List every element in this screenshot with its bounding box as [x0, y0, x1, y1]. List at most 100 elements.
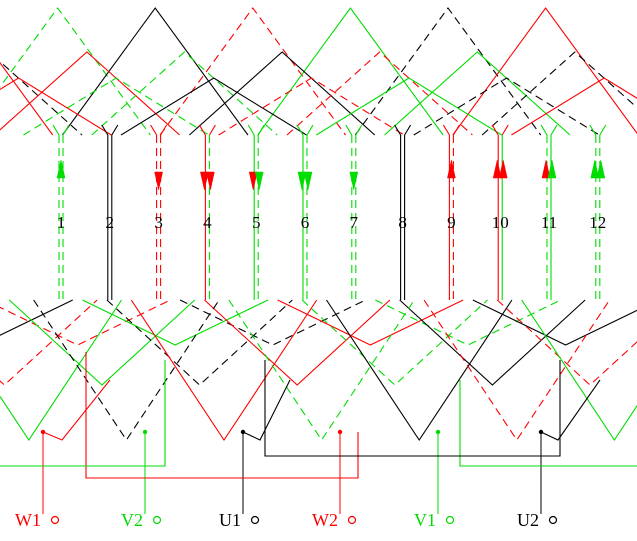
coil-side-bend: [452, 124, 460, 136]
coil-sides: [52, 124, 607, 300]
slot-label: 4: [203, 213, 212, 232]
end-turn-top: [120, 77, 307, 136]
coil-side-bend: [589, 124, 597, 136]
terminal-label: V2: [121, 510, 143, 530]
coil-side-bend: [491, 124, 499, 136]
current-arrow: [248, 171, 258, 191]
slot-label: 12: [589, 213, 606, 232]
current-arrows: [56, 159, 606, 191]
current-arrow: [590, 159, 600, 179]
end-turn-top: [384, 51, 571, 136]
end-turn-top: [218, 77, 405, 136]
coil-side-bend: [306, 124, 314, 136]
end-turn-top: [0, 7, 151, 136]
end-turn-top: [188, 51, 376, 136]
terminal-label: U2: [517, 510, 539, 530]
end-turn-top: [0, 51, 180, 136]
terminal-node: [347, 515, 357, 525]
coil-side-bend: [501, 124, 509, 136]
end-turn-bottom: [33, 299, 220, 441]
coil-side-bend: [111, 124, 119, 136]
end-turn-top: [62, 7, 249, 136]
end-turn-bottom: [423, 299, 610, 441]
end-turn-top: [481, 51, 637, 136]
lead-junction: [337, 429, 343, 435]
coil-side-bend: [257, 124, 265, 136]
slot-label: 11: [541, 213, 557, 232]
current-arrow: [492, 159, 502, 179]
slot-label: 5: [252, 213, 261, 232]
end-turn-top: [257, 7, 444, 136]
coil-side-bend: [404, 124, 412, 136]
end-turn-top: [413, 77, 600, 136]
lead-wire: [0, 360, 166, 467]
end-turn-bottom: [399, 299, 586, 386]
current-arrow: [254, 171, 264, 191]
end-turn-top: [91, 51, 278, 136]
coil-side-bend: [355, 124, 363, 136]
slot-label: 8: [398, 213, 407, 232]
end-turn-bottom: [179, 299, 366, 346]
terminal-node: [152, 515, 162, 525]
current-arrow: [154, 171, 163, 191]
end-turn-bottom: [0, 299, 73, 336]
end-turn-bottom: [8, 299, 196, 386]
end-turn-bottom: [0, 299, 122, 441]
slot-label: 2: [106, 213, 115, 232]
coil-side-bend: [296, 124, 304, 136]
lead-junction: [435, 429, 441, 435]
slot-label: 3: [154, 213, 163, 232]
end-turn-bottom: [228, 299, 415, 441]
current-arrow: [303, 171, 313, 191]
terminal-node: [548, 515, 558, 525]
end-turn-bottom: [375, 299, 561, 346]
coil-side-bend: [442, 124, 450, 136]
terminal-node: [50, 515, 60, 525]
end-turn-top: [354, 7, 542, 136]
coil-side-bend: [150, 124, 158, 136]
end-turn-bottom: [204, 299, 391, 386]
end-turn-top: [0, 61, 54, 136]
coil-side-bend: [198, 124, 206, 136]
end-turn-top: [0, 77, 112, 136]
coil-side-bend: [540, 124, 548, 136]
current-arrow: [541, 159, 551, 179]
terminal-label: W2: [312, 510, 338, 530]
lead-wire: [264, 360, 561, 457]
end-turn-bottom: [326, 299, 513, 441]
end-turn-bottom: [496, 299, 637, 386]
slot-label: 7: [350, 213, 359, 232]
coil-side-bend: [101, 124, 109, 136]
lead-wires: [0, 352, 637, 514]
end-turn-bottom: [106, 299, 293, 386]
slot-labels: 1 2 3 4 5 6 7 8 9 10 11 12: [57, 213, 607, 232]
current-arrow: [206, 171, 215, 191]
lead-wire: [459, 380, 637, 467]
current-arrow: [56, 159, 66, 179]
current-arrow: [498, 159, 508, 179]
terminal-node: [445, 515, 455, 525]
end-turn-bottom: [0, 299, 98, 386]
slot-label: 6: [301, 213, 310, 232]
current-arrow: [447, 159, 456, 179]
end-turn-bottom: [521, 299, 637, 441]
end-turn-top: [511, 77, 637, 136]
end-turns-top: [0, 7, 637, 136]
end-turn-top: [286, 51, 473, 136]
current-arrow: [596, 159, 606, 179]
coil-side-bend: [62, 124, 70, 136]
slot-label: 10: [492, 213, 509, 232]
end-turn-bottom: [130, 299, 318, 441]
end-turn-bottom: [82, 299, 269, 346]
current-arrow: [349, 171, 359, 191]
coil-side-bend: [599, 124, 607, 136]
lead-junction: [142, 429, 148, 435]
end-turn-top: [23, 77, 210, 136]
coil-side-bend: [394, 124, 402, 136]
coil-side-bend: [247, 124, 255, 136]
terminal-label: W1: [15, 510, 41, 530]
coil-side-bend: [208, 124, 216, 136]
lead-wire: [540, 379, 601, 441]
